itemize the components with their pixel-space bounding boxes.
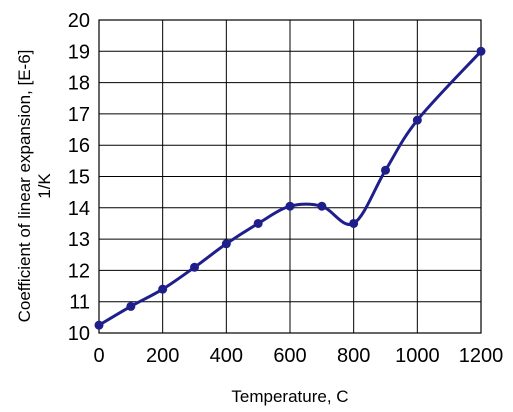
- x-tick-label: 1000: [395, 345, 440, 367]
- data-point: [94, 320, 104, 330]
- x-axis-label: Temperature, C: [231, 387, 348, 406]
- data-point: [349, 218, 359, 228]
- grid: [98, 19, 482, 334]
- y-axis-label-line1: Coefficient of linear expansion, [E-6]: [15, 50, 34, 323]
- data-point: [476, 46, 486, 56]
- y-tick-label: 10: [68, 323, 90, 345]
- y-tick-label: 14: [68, 198, 90, 220]
- plot-frame: [98, 19, 482, 334]
- y-tick-label: 13: [68, 229, 90, 251]
- y-tick-label: 17: [68, 104, 90, 126]
- y-tick-label: 12: [68, 260, 90, 282]
- x-tick-labels: 0 200 400 600 800 1000 1200: [93, 345, 503, 367]
- data-point: [126, 301, 136, 311]
- x-tick-label: 400: [210, 345, 243, 367]
- data-point: [412, 115, 422, 125]
- x-tick-label: 1200: [459, 345, 504, 367]
- x-tick-label: 800: [337, 345, 370, 367]
- y-tick-label: 20: [68, 10, 90, 32]
- y-tick-labels: 10 11 12 13 14 15 16 17 18 19 20: [68, 10, 90, 345]
- data-point: [190, 262, 199, 272]
- y-tick-label: 16: [68, 135, 90, 157]
- data-point: [317, 201, 327, 211]
- data-point: [381, 165, 390, 175]
- y-axis-label-line2: 1/K: [35, 173, 54, 199]
- y-tick-label: 15: [68, 167, 90, 189]
- x-tick-label: 200: [146, 345, 179, 367]
- x-tick-label: 600: [273, 345, 306, 367]
- data-points: [94, 46, 486, 330]
- y-tick-label: 19: [68, 41, 90, 63]
- data-point: [158, 284, 168, 294]
- data-point: [253, 218, 263, 228]
- y-tick-label: 18: [68, 73, 90, 95]
- y-tick-label: 11: [69, 292, 90, 314]
- data-point: [221, 239, 231, 249]
- data-point: [285, 201, 295, 211]
- x-tick-label: 0: [93, 345, 104, 367]
